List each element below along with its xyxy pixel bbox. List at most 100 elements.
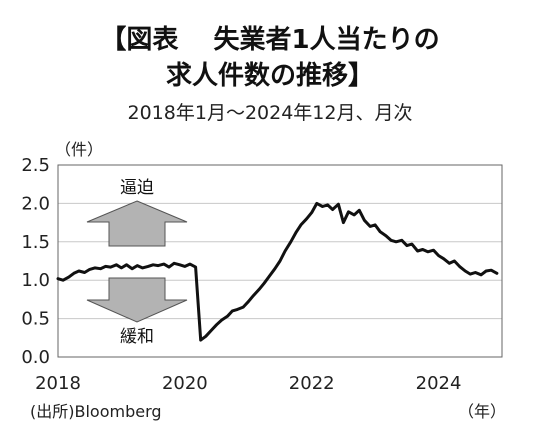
data-point [77,269,81,273]
x-axis-ticks: 2018 2020 2022 2024 [35,373,461,394]
data-point [394,240,398,243]
data-point [464,269,467,273]
data-point [93,266,97,270]
data-point [226,315,229,318]
data-point [305,217,308,220]
y-tick-label: 1.0 [21,270,50,291]
data-point [321,205,324,208]
data-point [358,209,361,212]
data-point [83,271,86,274]
data-point [331,208,334,211]
data-point [199,338,202,342]
easing-arrow [86,277,188,323]
data-points [56,202,499,342]
data-point [157,264,160,267]
data-point [426,250,429,253]
data-point [242,305,245,309]
data-point [136,264,139,267]
data-point [61,279,65,282]
data-point [120,266,123,270]
data-point [194,265,197,269]
data-point [495,272,499,275]
data-point [183,265,187,268]
source-note: (出所)Bloomberg [30,402,162,421]
data-point [67,275,71,279]
y-tick-label: 2.0 [21,193,50,214]
data-point [210,328,213,332]
data-point [437,254,440,257]
data-point [178,263,181,266]
data-point [257,288,261,291]
y-tick-label: 0.0 [21,347,50,368]
data-point [151,263,155,266]
data-point [115,263,118,266]
y-axis-unit: （件） [55,140,103,159]
data-point [294,231,298,234]
data-point [453,259,456,263]
plot-area [57,164,503,358]
data-point [215,323,218,326]
data-point [400,239,403,242]
data-point [337,203,340,206]
data-point [99,267,102,270]
data-point [162,262,166,266]
x-tick-label: 2018 [35,373,81,394]
data-point [56,277,60,280]
data-point [220,318,223,322]
data-point [315,202,318,205]
data-point [484,269,488,273]
data-point [379,230,382,233]
chart-title-line2: 求人件数の推移】 [166,61,374,91]
y-tick-label: 0.5 [21,309,50,330]
data-point [167,265,171,269]
data-point [252,294,255,297]
data-point [299,223,303,227]
data-point [432,249,435,252]
data-point [373,223,377,227]
data-point [353,213,356,217]
chart-title-line1: 【図表 失業者1人当たりの [100,25,439,55]
data-point [326,203,329,207]
data-point [368,225,372,228]
data-point [188,262,192,266]
data-point [442,257,445,260]
data-point [458,265,461,268]
data-point [416,249,419,253]
data-point [448,262,451,265]
data-point [231,309,234,313]
data-point [289,240,292,243]
data-point [347,210,350,213]
data-point [104,265,107,268]
y-tick-label: 1.5 [21,232,50,253]
chart-subtitle: 2018年1月～2024年12月、月次 [128,102,413,124]
x-axis-unit: （年） [458,402,506,421]
easing-label: 緩和 [120,327,154,347]
tightening-label: 逼迫 [120,178,154,198]
data-point [141,266,144,270]
data-point [384,234,388,237]
data-point [204,335,207,338]
data-point [131,267,134,270]
data-point [469,272,472,276]
data-point [490,269,493,272]
data-point [262,282,266,285]
data-point [109,265,112,269]
data-point [88,268,91,271]
data-point [247,300,250,303]
data-point [405,244,409,247]
tightening-arrow [86,200,188,247]
data-point [363,219,366,222]
data-point [278,259,282,263]
data-point [146,265,150,268]
data-point [410,242,414,246]
data-point [72,272,76,275]
data-point [125,263,128,266]
y-axis-ticks: 0.0 0.5 1.0 1.5 2.0 2.5 [21,155,50,368]
data-point [389,239,393,242]
x-tick-label: 2022 [289,373,335,394]
data-point [421,248,424,251]
data-point [268,275,271,278]
data-point [283,249,287,253]
data-point [310,211,313,214]
